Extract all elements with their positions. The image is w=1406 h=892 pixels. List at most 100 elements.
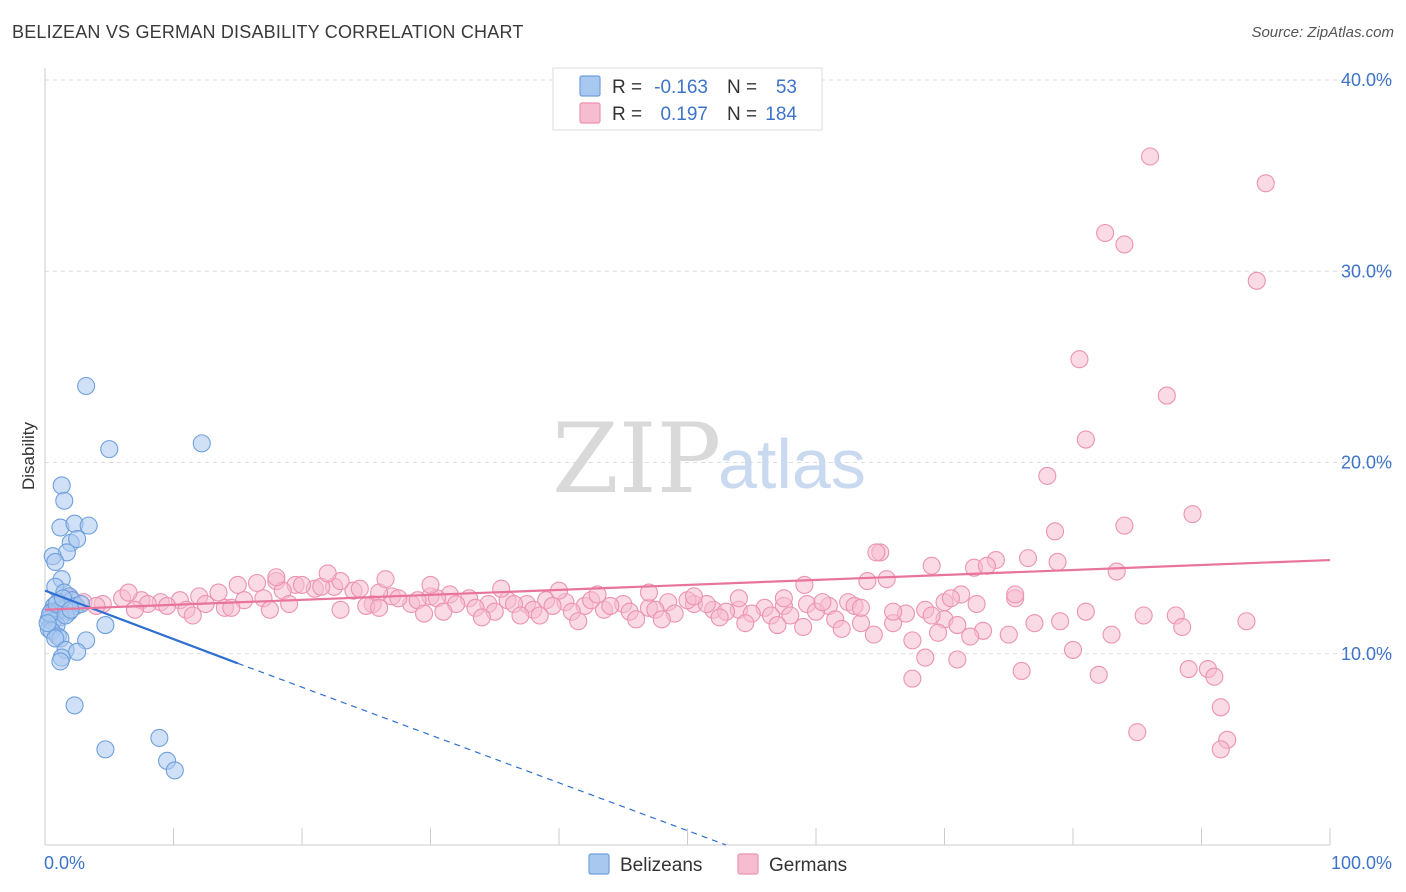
point-germans: [922, 606, 941, 625]
point-germans: [1076, 602, 1095, 621]
point-germans: [492, 579, 511, 598]
y-axis-label: Disability: [19, 421, 38, 490]
legend-r-value-belizeans: -0.163: [654, 77, 708, 98]
series-belizeans: [38, 376, 211, 780]
trend-line-germans: [44, 558, 1331, 611]
legend-r-label: R =: [612, 104, 642, 125]
point-germans: [948, 616, 967, 635]
point-germans: [941, 589, 960, 608]
point-germans: [209, 583, 228, 602]
stats-legend: R = -0.163 N = 53 R = 0.197 N = 184: [552, 67, 823, 131]
point-germans: [627, 610, 646, 629]
point-germans: [729, 589, 748, 608]
point-germans: [710, 608, 729, 627]
point-germans: [1179, 659, 1198, 679]
point-germans: [1012, 661, 1031, 681]
point-germans: [434, 602, 453, 621]
point-germans: [967, 594, 986, 614]
point-germans: [119, 583, 138, 602]
point-germans: [260, 600, 279, 619]
point-germans: [530, 606, 549, 625]
point-germans: [569, 612, 588, 631]
point-germans: [543, 596, 562, 615]
point-germans: [999, 625, 1018, 644]
point-germans: [1006, 585, 1025, 604]
point-germans: [961, 627, 980, 646]
point-germans: [1134, 606, 1153, 625]
point-germans: [794, 617, 813, 637]
point-germans: [867, 543, 886, 562]
legend-swatch-belizeans: [579, 75, 601, 97]
x-tick-label-min: 0.0%: [44, 853, 85, 873]
point-germans: [1018, 549, 1038, 568]
point-germans: [415, 604, 434, 623]
legend-r-label: R =: [612, 77, 642, 98]
point-germans: [318, 564, 337, 583]
point-germans: [1256, 174, 1275, 193]
point-germans: [916, 648, 935, 667]
axes: [44, 68, 1331, 846]
point-germans: [1063, 640, 1083, 659]
point-germans: [511, 606, 530, 625]
point-germans: [267, 568, 286, 587]
point-germans: [736, 614, 755, 633]
grid-lines: [45, 79, 1392, 655]
point-germans: [795, 575, 814, 594]
bottom-legend-belizeans: Belizeans: [620, 855, 702, 876]
point-germans: [884, 602, 903, 621]
point-germans: [1173, 617, 1192, 637]
point-germans: [813, 593, 832, 612]
source-label: Source: ZipAtlas.com: [1251, 24, 1394, 41]
point-germans: [1183, 505, 1202, 524]
bottom-legend-swatch-germans: [737, 853, 759, 875]
point-germans: [1157, 386, 1176, 405]
point-belizeans: [65, 696, 84, 715]
bottom-legend-swatch-belizeans: [588, 853, 610, 875]
point-germans: [652, 610, 671, 629]
point-germans: [684, 587, 703, 606]
point-germans: [1107, 562, 1126, 581]
point-germans: [350, 579, 369, 598]
y-tick-labels: 10.0% 20.0% 30.0% 40.0%: [1341, 70, 1392, 664]
point-germans: [1076, 430, 1095, 449]
point-germans: [1237, 612, 1256, 631]
point-belizeans: [100, 440, 119, 459]
point-germans: [1141, 147, 1160, 166]
point-germans: [601, 596, 620, 615]
y-tick-label: 30.0%: [1341, 261, 1392, 281]
legend-n-value-germans: 184: [765, 104, 797, 125]
watermark: ZIP atlas: [552, 403, 866, 515]
point-germans: [421, 575, 440, 594]
point-germans: [389, 589, 408, 608]
point-germans: [1205, 667, 1224, 686]
legend-n-label: N =: [727, 77, 757, 98]
point-germans: [1045, 522, 1065, 541]
y-tick-label: 20.0%: [1341, 453, 1392, 473]
point-germans: [858, 572, 877, 591]
point-germans: [1247, 271, 1266, 290]
point-germans: [1070, 350, 1089, 369]
watermark-zip: ZIP: [552, 403, 721, 515]
point-germans: [1089, 665, 1108, 684]
point-germans: [1211, 740, 1230, 759]
point-germans: [183, 606, 202, 625]
trend-line-belizeans-extension: [237, 662, 727, 846]
point-germans: [472, 608, 491, 627]
point-germans: [292, 575, 312, 594]
point-germans: [903, 631, 922, 650]
point-germans: [228, 575, 247, 594]
point-germans: [1115, 516, 1134, 535]
point-germans: [1096, 223, 1115, 243]
point-belizeans: [68, 529, 87, 549]
point-germans: [851, 598, 871, 617]
point-germans: [1038, 466, 1057, 485]
point-belizeans: [38, 614, 57, 633]
point-belizeans: [79, 516, 98, 535]
point-germans: [977, 556, 996, 575]
trend-lines: [44, 558, 1331, 846]
point-germans: [832, 619, 851, 638]
point-germans: [903, 669, 922, 688]
point-belizeans: [51, 652, 70, 671]
bottom-legend-germans: Germans: [769, 855, 847, 876]
